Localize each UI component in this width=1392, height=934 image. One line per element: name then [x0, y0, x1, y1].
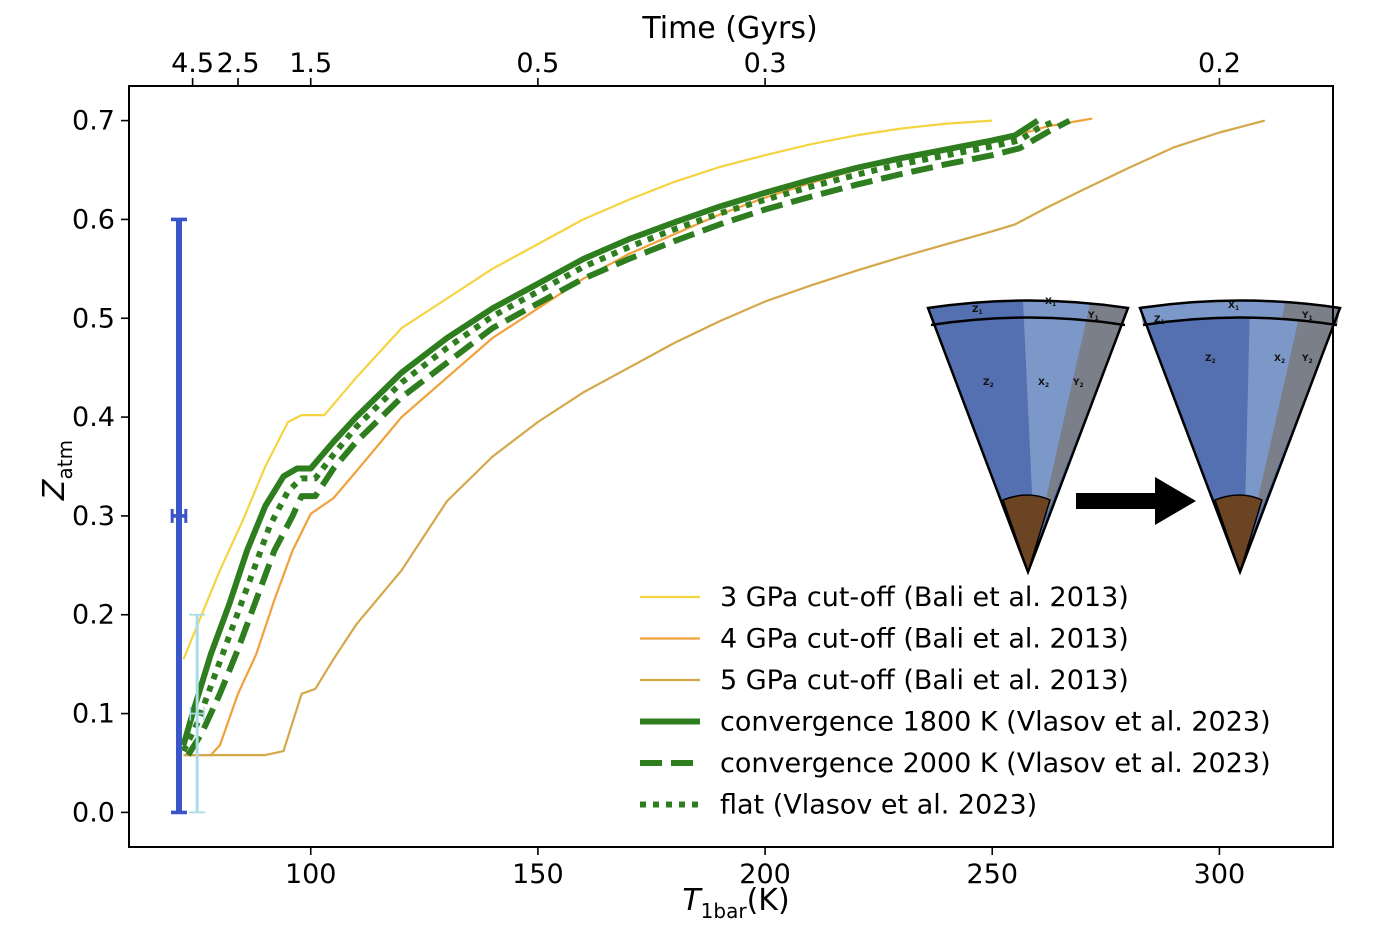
- core: [1214, 494, 1263, 575]
- top-tick-label: 0.5: [516, 48, 559, 79]
- x-tick-label: 150: [512, 859, 564, 890]
- label-y2: Y2: [1072, 378, 1084, 389]
- series-line-2: [183, 117, 1093, 757]
- label-z2: Z2: [983, 378, 994, 389]
- legend-label-5: convergence 2000 K (Vlasov et al. 2023): [720, 748, 1271, 779]
- legend-label-1: 3 GPa cut-off (Bali et al. 2013): [720, 582, 1129, 613]
- label-y1: Y1: [1301, 311, 1313, 322]
- core: [1002, 494, 1051, 575]
- y-region: [1043, 304, 1128, 512]
- wedge-outline: [1138, 299, 1342, 576]
- x-tick-label: 200: [739, 859, 791, 890]
- legend-label-4: convergence 1800 K (Vlasov et al. 2023): [720, 707, 1271, 738]
- y-axis: 0.0 0.1 0.2 0.3 0.4 0.5 0.6 0.7: [72, 106, 129, 828]
- wedge-after: Z1 X1 Y1 Z2 X2 Y2: [1138, 299, 1342, 576]
- legend-label-6: flat (Vlasov et al. 2023): [720, 790, 1037, 821]
- top-tick-label: 4.5: [171, 48, 214, 79]
- envelope-boundary: [1142, 316, 1338, 327]
- y-axis-title: Zatm: [37, 440, 77, 501]
- legend: 3 GPa cut-off (Bali et al. 2013) 4 GPa cu…: [640, 582, 1271, 821]
- y-tick-label: 0.2: [72, 600, 115, 631]
- wedge-outline: [926, 299, 1130, 576]
- top-tick-label: 1.5: [289, 48, 332, 79]
- x-region: [1023, 301, 1090, 514]
- legend-label-2: 4 GPa cut-off (Bali et al. 2013): [720, 624, 1129, 655]
- wedge-before: Z1 X1 Y1 Z2 X2 Y2: [926, 297, 1130, 576]
- y-tick-label: 0.3: [72, 501, 115, 532]
- label-y2: Y2: [1301, 354, 1313, 365]
- inset-diagram: Z1 X1 Y1 Z2 X2 Y2 Z1 X1 Y1 Z2 X2 Y2: [926, 297, 1342, 576]
- error-bar-2: [189, 613, 206, 814]
- label-x1: X1: [1228, 301, 1239, 312]
- transition-arrow: [1076, 477, 1196, 525]
- y-tick-label: 0.0: [72, 797, 115, 828]
- x-axis: 100 150 200 250 300: [285, 847, 1245, 890]
- x-tick-label: 100: [285, 859, 337, 890]
- top-axis: Time (Gyrs): [641, 11, 817, 46]
- top-ticks: 4.5 2.5 1.5 0.5 0.3 0.2: [171, 48, 1241, 86]
- y-tick-label: 0.7: [72, 106, 115, 137]
- errorbar-layer: [170, 217, 206, 815]
- y-tick-label: 0.6: [72, 204, 115, 235]
- y-region: [1255, 304, 1340, 512]
- top-axis-title: Time (Gyrs): [641, 11, 817, 46]
- legend-label-3: 5 GPa cut-off (Bali et al. 2013): [720, 665, 1129, 696]
- series-line-5: [185, 117, 1071, 757]
- label-y1: Y1: [1087, 311, 1099, 322]
- series-line-6: [180, 117, 1058, 753]
- x-tick-label: 300: [1194, 859, 1246, 890]
- x-axis-title: T1bar(K): [682, 883, 789, 923]
- top-tick-label: 0.2: [1198, 48, 1241, 79]
- label-z1: Z1: [1154, 315, 1165, 326]
- series-line-4: [180, 118, 1040, 747]
- series-line-1: [182, 119, 993, 660]
- top-tick-label: 0.3: [744, 48, 787, 79]
- series-line-3: [183, 119, 1266, 757]
- plot-frame: [128, 85, 1334, 848]
- series-layer: [180, 117, 1266, 757]
- label-z1: Z1: [972, 305, 983, 316]
- x-tick-label: 250: [966, 859, 1018, 890]
- y-tick-label: 0.1: [72, 699, 115, 730]
- y-tick-label: 0.4: [72, 402, 115, 433]
- x-region: [1245, 301, 1302, 514]
- label-x2: X2: [1038, 378, 1049, 389]
- label-x2: X2: [1274, 354, 1285, 365]
- envelope-boundary: [930, 316, 1126, 327]
- y-tick-label: 0.5: [72, 303, 115, 334]
- error-bar-1: [170, 217, 188, 815]
- top-tick-label: 2.5: [217, 48, 260, 79]
- label-x1: X1: [1045, 297, 1056, 308]
- label-z2: Z2: [1205, 354, 1216, 365]
